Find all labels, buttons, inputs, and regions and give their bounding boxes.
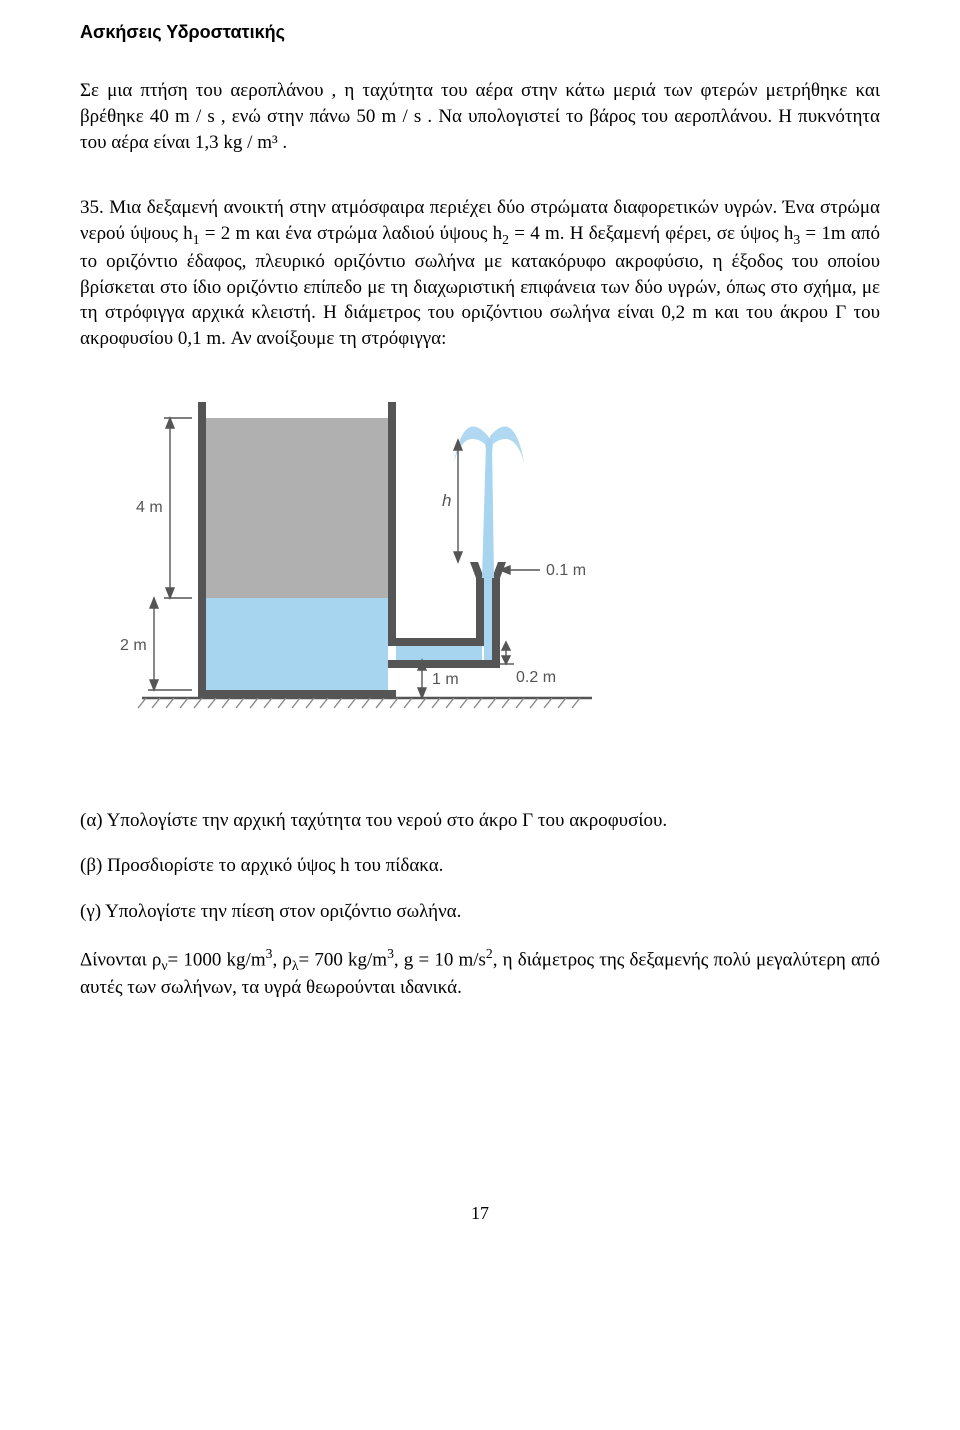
- p35-c: = 4 m. Η δεξαμενή φέρει, σε ύψος h: [509, 223, 793, 244]
- question-b: (β) Προσδιορίστε το αρχικό ύψος h του πί…: [80, 853, 880, 879]
- label-1m: 1 m: [432, 671, 459, 688]
- given-a: Δίνονται ρ: [80, 949, 161, 970]
- problem-35-text: 35. Μια δεξαμενή ανοικτή στην ατμόσφαιρα…: [80, 195, 880, 351]
- question-c: (γ) Υπολογίστε την πίεση στον οριζόντιο …: [80, 899, 880, 925]
- p35-b: = 2 m και ένα στρώμα λαδιού ύψους h: [200, 223, 503, 244]
- given-b: = 1000 kg/m: [168, 949, 266, 970]
- label-h: h: [442, 491, 451, 510]
- label-01m: 0.1 m: [546, 562, 586, 579]
- label-2m: 2 m: [120, 637, 147, 654]
- diagram: 4 m 2 m 1 m h: [92, 378, 880, 738]
- given-e: , g = 10 m/s: [394, 949, 486, 970]
- page-title: Ασκήσεις Υδροστατικής: [80, 20, 880, 44]
- given-d: = 700 kg/m: [298, 949, 387, 970]
- given-c: , ρ: [272, 949, 291, 970]
- label-4m: 4 m: [136, 499, 163, 516]
- label-02m: 0.2 m: [516, 669, 556, 686]
- given-data: Δίνονται ρν= 1000 kg/m3, ρλ= 700 kg/m3, …: [80, 945, 880, 1001]
- question-a: (α) Υπολογίστε την αρχική ταχύτητα του ν…: [80, 808, 880, 834]
- intro-paragraph: Σε μια πτήση του αεροπλάνου , η ταχύτητα…: [80, 78, 880, 155]
- page-number: 17: [80, 1201, 880, 1225]
